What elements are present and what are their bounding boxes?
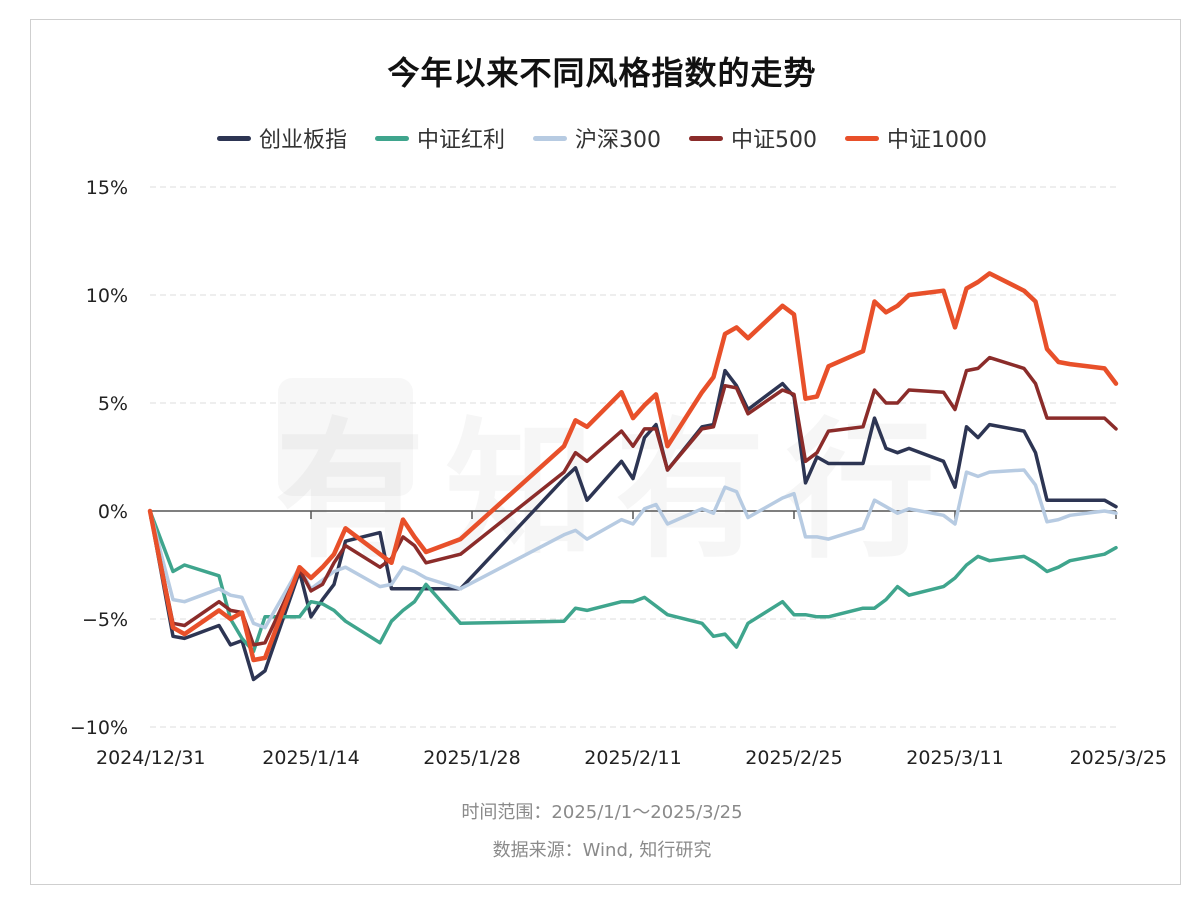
legend-swatch [689,135,724,141]
y-tick-label: 15% [86,177,128,199]
legend-item: 创业板指 [216,122,347,154]
legend-swatch [216,135,251,141]
x-tick-label: 2024/12/31 [96,747,206,769]
y-tick-label: 10% [86,285,128,307]
y-tick-label: 5% [98,393,128,415]
chart-title: 今年以来不同风格指数的走势 [387,54,817,92]
legend-label: 中证500 [731,128,818,153]
legend-swatch [533,135,568,141]
legend-item: 沪深300 [533,122,661,154]
footer-data-source: 数据来源：Wind, 知行研究 [492,840,712,861]
y-tick-label: 0% [98,501,128,523]
chart-frame [30,19,1181,885]
legend-label: 中证红利 [417,128,506,153]
x-tick-label: 2025/1/28 [423,747,520,769]
legend-item: 中证1000 [845,122,987,154]
series-line-3 [148,355,1118,647]
y-tick-label: −10% [70,717,128,739]
legend-swatch [845,135,880,141]
x-tick-label: 2025/3/25 [1070,747,1167,769]
legend-item: 中证500 [689,122,817,154]
legend-label: 创业板指 [258,128,347,153]
series-line-1 [148,509,1118,654]
footer-time-range: 时间范围：2025/1/1～2025/3/25 [461,802,743,823]
x-tick-label: 2025/1/14 [262,747,359,769]
x-tick-label: 2025/2/25 [745,747,842,769]
x-tick-label: 2025/3/11 [906,747,1003,769]
y-tick-label: −5% [82,609,128,631]
series-line-4 [147,271,1119,663]
x-tick-label: 2025/2/11 [584,747,681,769]
legend-label: 沪深300 [575,128,662,153]
series-line-2 [148,468,1118,630]
legend-swatch [375,135,409,141]
legend-item: 中证红利 [375,122,505,154]
legend: 创业板指 中证红利 沪深300 中证500 中证1000 [0,122,1204,154]
legend-label: 中证1000 [887,128,988,153]
